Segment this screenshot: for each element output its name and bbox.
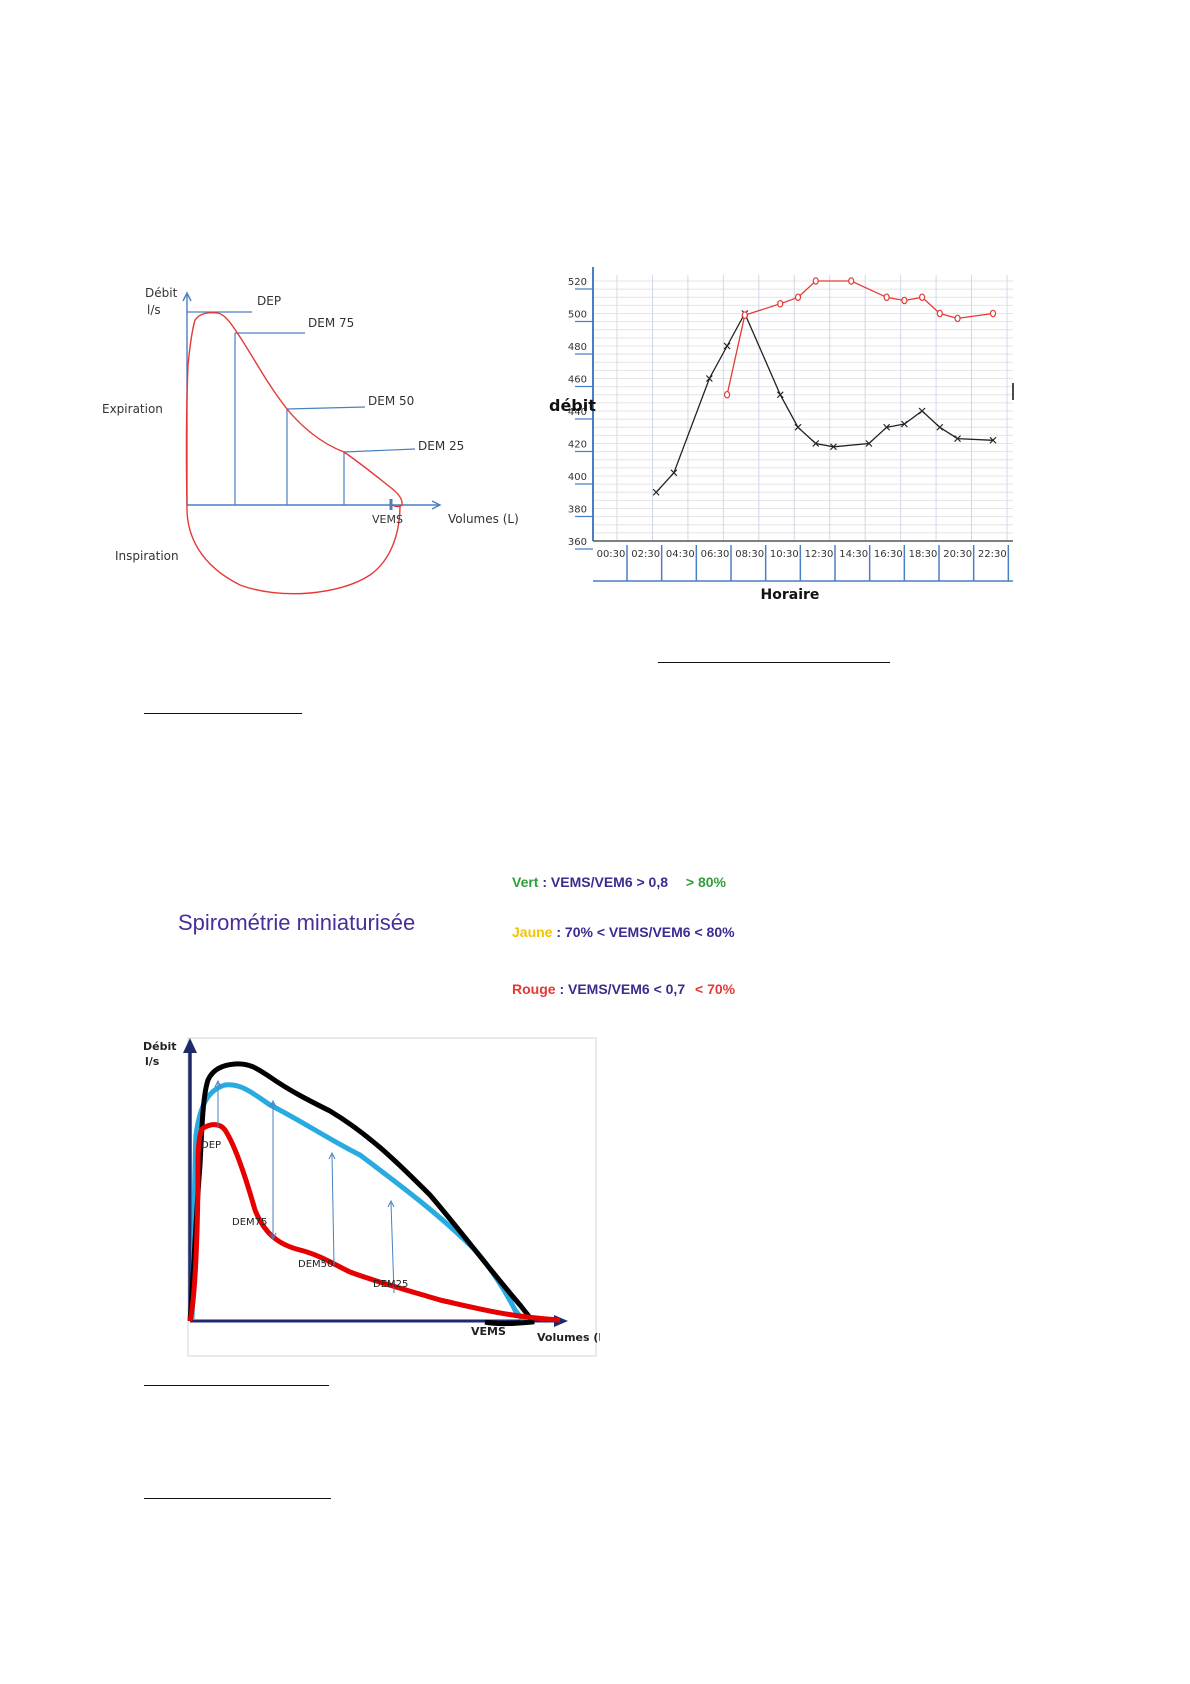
dep-label: DEP bbox=[257, 294, 281, 308]
data-point bbox=[900, 420, 908, 428]
x-tick-label: 16:30 bbox=[874, 549, 903, 560]
series-line-1 bbox=[655, 312, 994, 493]
data-point bbox=[865, 440, 873, 447]
x-tick-label: 22:30 bbox=[978, 549, 1007, 560]
data-point bbox=[776, 391, 784, 399]
data-point bbox=[883, 293, 890, 302]
y-axis-label-1: Débit bbox=[143, 1040, 177, 1053]
expiration-curve bbox=[185, 311, 403, 508]
x-axis-label: Horaire bbox=[761, 587, 820, 603]
y-tick-label: 460 bbox=[568, 375, 587, 386]
y-tick-label: 480 bbox=[568, 342, 587, 353]
data-point bbox=[989, 309, 997, 318]
data-point bbox=[723, 342, 731, 350]
y-tick-label: 440 bbox=[568, 407, 587, 418]
x-axis-label: Volumes (L bbox=[537, 1331, 600, 1344]
x-tick-label: 00:30 bbox=[597, 549, 626, 560]
dem25-label: DEM25 bbox=[373, 1279, 408, 1290]
y-axis-label: débit bbox=[549, 396, 596, 415]
caption-rule-2 bbox=[144, 713, 302, 714]
caption-rule-3 bbox=[144, 1385, 329, 1386]
data-point bbox=[848, 277, 855, 285]
dem50-label: DEM 50 bbox=[368, 394, 414, 408]
data-point bbox=[901, 296, 908, 305]
inspiration-label: Inspiration bbox=[115, 549, 179, 563]
flow-volume-diagram: Débit l/s DEP DEM 75 DEM 50 DEM 25 Expir… bbox=[102, 286, 519, 595]
y-axis-label-1: Débit bbox=[145, 286, 178, 300]
x-tick-label: 02:30 bbox=[631, 549, 660, 560]
legend-rouge: Rouge : VEMS/VEM6 < 0,7 < 70% bbox=[512, 981, 736, 997]
x-tick-label: 14:30 bbox=[839, 549, 868, 560]
black-curve bbox=[187, 1061, 535, 1327]
data-point bbox=[652, 488, 660, 496]
vems-label: VEMS bbox=[471, 1325, 506, 1338]
peak-flow-chart: 360 380 400 420 440 460 480 500 520 00:30 02:30 04:… bbox=[549, 267, 1014, 603]
x-tick-label: 04:30 bbox=[666, 549, 695, 560]
expiration-label: Expiration bbox=[102, 402, 163, 416]
spirometry-title: Spirométrie miniaturisée bbox=[178, 910, 416, 935]
data-point bbox=[794, 423, 802, 431]
caption-rule-4 bbox=[144, 1498, 331, 1499]
blue-curve bbox=[189, 1082, 529, 1325]
data-point bbox=[830, 443, 837, 451]
y-tick-label: 420 bbox=[568, 440, 587, 451]
x-tick-label: 06:30 bbox=[701, 549, 730, 560]
x-tick-label: 10:30 bbox=[770, 549, 799, 560]
x-tick-label: 08:30 bbox=[735, 549, 764, 560]
legend-jaune: Jaune : 70% < VEMS/VEM6 < 80% bbox=[512, 924, 735, 940]
data-point bbox=[936, 309, 943, 318]
data-point bbox=[883, 423, 891, 431]
x-axis-label: Volumes (L) bbox=[448, 512, 519, 526]
data-point bbox=[741, 311, 748, 319]
y-axis-label-2: l/s bbox=[145, 1055, 160, 1068]
dem50-label: DEM50 bbox=[298, 1259, 333, 1270]
x-tick-label: 12:30 bbox=[805, 549, 834, 560]
spirometry-curves: Débit l/s DEP DEM75 DEM50 DEM25 VEMS Vol… bbox=[143, 1037, 600, 1357]
data-point bbox=[954, 314, 961, 323]
data-point bbox=[723, 390, 731, 399]
data-point bbox=[954, 435, 961, 443]
data-point bbox=[812, 440, 820, 447]
data-point bbox=[936, 423, 944, 431]
y-tick-label: 360 bbox=[568, 537, 587, 548]
y-tick-label: 400 bbox=[568, 472, 587, 483]
dep-label: DEP bbox=[201, 1140, 221, 1151]
y-tick-label: 380 bbox=[568, 505, 587, 516]
data-point bbox=[918, 407, 926, 415]
dem75-label: DEM 75 bbox=[308, 316, 354, 330]
legend-vert: Vert : VEMS/VEM6 > 0,8 > 80% bbox=[512, 874, 727, 890]
data-point bbox=[812, 277, 819, 285]
y-axis-label-2: l/s bbox=[147, 303, 161, 317]
data-point bbox=[918, 293, 926, 302]
data-point bbox=[989, 436, 997, 444]
dem75-label: DEM75 bbox=[232, 1217, 267, 1228]
y-tick-label: 500 bbox=[568, 310, 587, 321]
y-tick-label: 520 bbox=[568, 277, 587, 288]
inspiration-curve bbox=[186, 504, 401, 595]
dem25-label: DEM 25 bbox=[418, 439, 464, 453]
red-curve bbox=[187, 1122, 561, 1323]
data-point bbox=[794, 293, 802, 302]
x-tick-label: 18:30 bbox=[909, 549, 938, 560]
x-tick-label: 20:30 bbox=[943, 549, 972, 560]
caption-rule-1 bbox=[658, 662, 890, 663]
data-point bbox=[777, 299, 784, 308]
vems-label: VEMS bbox=[372, 513, 403, 526]
data-point bbox=[670, 469, 678, 477]
data-point bbox=[705, 375, 713, 382]
